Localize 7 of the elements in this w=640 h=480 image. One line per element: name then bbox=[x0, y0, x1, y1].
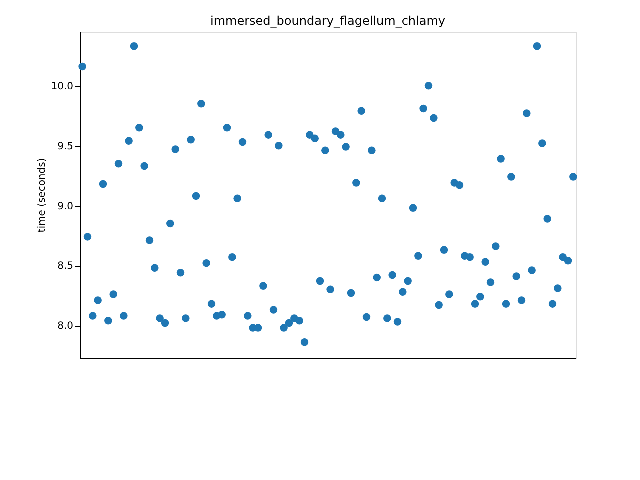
y-axis-title: time (seconds) bbox=[37, 158, 48, 233]
y-tick-label: 10.0 bbox=[51, 81, 74, 92]
y-tick-label: 9.5 bbox=[58, 141, 74, 152]
y-tick-label: 9.0 bbox=[58, 201, 74, 212]
y-tick-label: 8.5 bbox=[58, 261, 74, 272]
y-tick-label: 8.0 bbox=[58, 321, 74, 332]
chart-title: immersed_boundary_flagellum_chlamy bbox=[210, 14, 446, 28]
